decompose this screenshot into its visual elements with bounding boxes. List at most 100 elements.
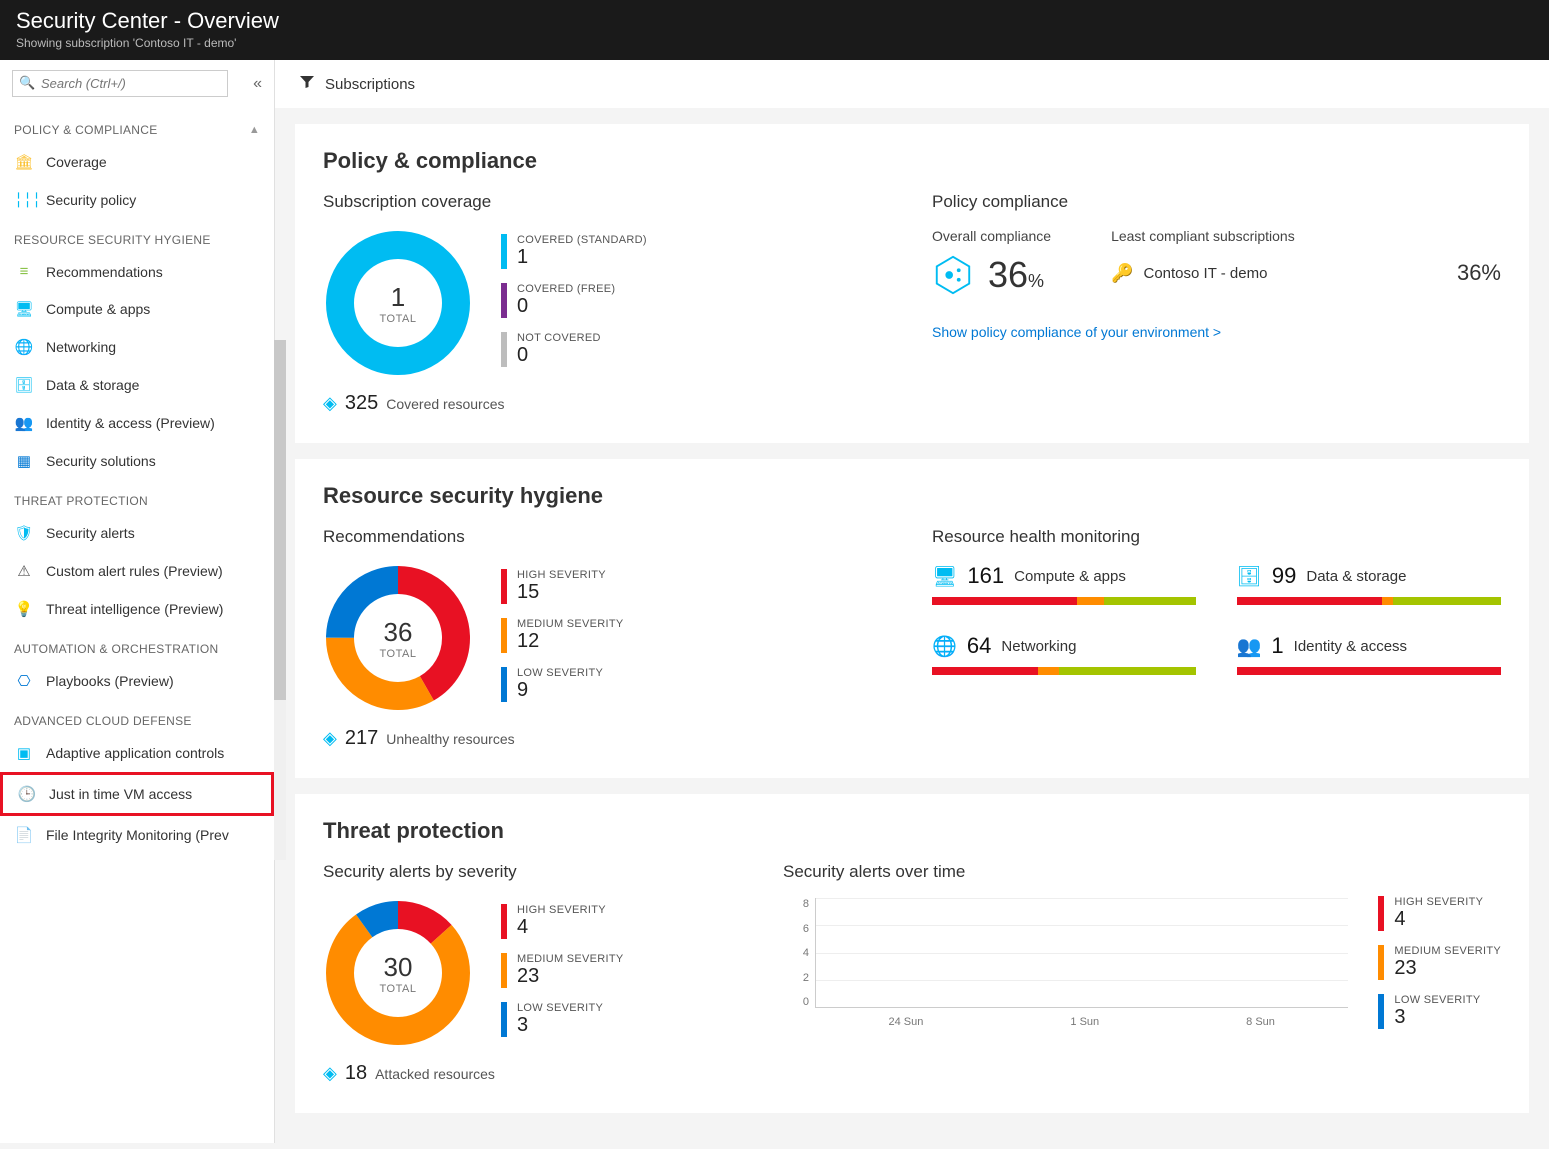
sidebar-item-label: Security policy — [46, 192, 136, 208]
subscriptions-bar[interactable]: Subscriptions — [275, 60, 1549, 108]
sidebar-item-coverage[interactable]: 🏛 Coverage — [0, 143, 274, 181]
search-input[interactable] — [12, 70, 228, 97]
resource-icon: 🗄 — [1237, 564, 1262, 589]
sidebar-item-label: Identity & access (Preview) — [46, 415, 215, 431]
network-icon: 🌐 — [14, 338, 34, 356]
compliance-link[interactable]: Show policy compliance of your environme… — [932, 324, 1221, 340]
coverage-donut[interactable]: 1 TOTAL — [323, 228, 473, 378]
resource-icon: 👥 — [1237, 634, 1262, 659]
nav-section-header[interactable]: ADVANCED CLOUD DEFENSE — [0, 700, 274, 734]
search-icon: 🔍 — [19, 75, 35, 91]
sidebar-scrollbar[interactable] — [274, 340, 286, 860]
storage-icon: 🗄 — [14, 376, 34, 394]
sidebar-item-label: Custom alert rules (Preview) — [46, 563, 223, 579]
key-icon: 🔑 — [1111, 263, 1133, 284]
legend-item[interactable]: COVERED (FREE)0 — [501, 283, 647, 318]
sidebar-item-adaptive-application-controls[interactable]: ▣ Adaptive application controls — [0, 734, 274, 772]
legend-item[interactable]: NOT COVERED0 — [501, 332, 647, 367]
clock-icon: 🕒 — [17, 785, 37, 803]
sidebar-item-just-in-time-vm-access[interactable]: 🕒 Just in time VM access — [0, 772, 274, 816]
health-bar — [932, 597, 1197, 605]
sidebar-item-label: Adaptive application controls — [46, 745, 224, 761]
sidebar-item-security-solutions[interactable]: ▦Security solutions — [0, 442, 274, 480]
sidebar: 🔍 « POLICY & COMPLIANCE▲ 🏛 Coverage ╎╎╎ Secu… — [0, 60, 275, 1143]
least-compliant-row[interactable]: 🔑Contoso IT - demo36% — [1111, 254, 1501, 292]
sidebar-item-custom-alert-rules-preview-[interactable]: ⚠ Custom alert rules (Preview) — [0, 552, 274, 590]
sidebar-item-networking[interactable]: 🌐Networking — [0, 328, 274, 366]
sidebar-item-security-policy[interactable]: ╎╎╎ Security policy — [0, 181, 274, 219]
hexagon-icon — [932, 254, 974, 296]
filter-icon — [299, 74, 315, 94]
hygiene-panel: Resource security hygiene Recommendation… — [295, 459, 1529, 778]
recs-donut[interactable]: 36 TOTAL — [323, 563, 473, 713]
health-item[interactable]: 🌐64Networking — [932, 633, 1197, 675]
alerts-donut[interactable]: 30 TOTAL — [323, 898, 473, 1048]
identity-icon: 👥 — [14, 414, 34, 432]
shield-icon: 🛡 — [14, 524, 34, 542]
legend-item[interactable]: MEDIUM SEVERITY23 — [501, 953, 624, 988]
sidebar-item-label: Playbooks (Preview) — [46, 673, 174, 689]
health-item[interactable]: 🖥161Compute & apps — [932, 563, 1197, 605]
legend-item[interactable]: HIGH SEVERITY4 — [501, 904, 624, 939]
cube-icon: ◈ — [323, 1063, 337, 1084]
titlebar: Security Center - Overview Showing subsc… — [0, 0, 1549, 60]
sidebar-item-identity-access-preview-[interactable]: 👥 Identity & access (Preview) — [0, 404, 274, 442]
legend-item[interactable]: MEDIUM SEVERITY23 — [1378, 945, 1501, 980]
sidebar-item-label: Threat intelligence (Preview) — [46, 601, 223, 617]
grid-icon: ▦ — [14, 452, 34, 470]
nav-section-header[interactable]: AUTOMATION & ORCHESTRATION — [0, 628, 274, 662]
health-item[interactable]: 🗄99Data & storage — [1237, 563, 1502, 605]
file-icon: 📄 — [14, 826, 34, 844]
threat-panel: Threat protection Security alerts by sev… — [295, 794, 1529, 1113]
legend-item[interactable]: MEDIUM SEVERITY12 — [501, 618, 624, 653]
sidebar-item-security-alerts[interactable]: 🛡 Security alerts — [0, 514, 274, 552]
sidebar-item-label: Just in time VM access — [49, 786, 192, 802]
list-icon: ≡ — [14, 263, 34, 280]
coverage-title: Subscription coverage — [323, 192, 892, 212]
nav-section-header[interactable]: RESOURCE SECURITY HYGIENE — [0, 219, 274, 253]
main-content: Subscriptions Policy & compliance Subscr… — [275, 60, 1549, 1143]
alert-icon: ⚠ — [14, 562, 34, 580]
bulb-icon: 💡 — [14, 600, 34, 618]
cube-icon: ◈ — [323, 728, 337, 749]
sidebar-item-label: Security alerts — [46, 525, 135, 541]
sidebar-item-file-integrity-monitoring-prev[interactable]: 📄File Integrity Monitoring (Prev — [0, 816, 274, 854]
collapse-sidebar-icon[interactable]: « — [253, 75, 262, 93]
legend-item[interactable]: LOW SEVERITY3 — [501, 1002, 624, 1037]
sidebar-item-label: Data & storage — [46, 377, 139, 393]
compliance-title: Policy compliance — [932, 192, 1501, 212]
page-title: Security Center - Overview — [16, 8, 1533, 34]
panel-title: Threat protection — [323, 818, 1501, 844]
panel-title: Resource security hygiene — [323, 483, 1501, 509]
health-bar — [1237, 597, 1502, 605]
legend-item[interactable]: COVERED (STANDARD)1 — [501, 234, 647, 269]
health-bar — [932, 667, 1197, 675]
alerts-over-time-chart[interactable]: 86420 24 Sun1 Sun8 Sun — [783, 898, 1348, 1028]
coverage-icon: 🏛 — [14, 153, 34, 171]
sidebar-item-compute-apps[interactable]: 🖥Compute & apps — [0, 290, 274, 328]
adaptive-icon: ▣ — [14, 744, 34, 762]
sidebar-item-playbooks-preview-[interactable]: ⎔ Playbooks (Preview) — [0, 662, 274, 700]
playbook-icon: ⎔ — [14, 672, 34, 690]
legend-item[interactable]: HIGH SEVERITY15 — [501, 569, 624, 604]
health-item[interactable]: 👥1Identity & access — [1237, 633, 1502, 675]
legend-item[interactable]: LOW SEVERITY3 — [1378, 994, 1501, 1029]
chevron-up-icon: ▲ — [249, 124, 260, 136]
legend-item[interactable]: HIGH SEVERITY4 — [1378, 896, 1501, 931]
nav-section-header[interactable]: THREAT PROTECTION — [0, 480, 274, 514]
sidebar-item-label: Compute & apps — [46, 301, 150, 317]
subscriptions-label: Subscriptions — [325, 76, 415, 93]
sidebar-item-label: Recommendations — [46, 264, 163, 280]
panel-title: Policy & compliance — [323, 148, 1501, 174]
sidebar-item-threat-intelligence-preview-[interactable]: 💡 Threat intelligence (Preview) — [0, 590, 274, 628]
page-subtitle: Showing subscription 'Contoso IT - demo' — [16, 36, 1533, 50]
resource-icon: 🖥 — [932, 564, 957, 589]
legend-item[interactable]: LOW SEVERITY9 — [501, 667, 624, 702]
cube-icon: ◈ — [323, 393, 337, 414]
sidebar-item-label: Coverage — [46, 154, 107, 170]
sidebar-item-recommendations[interactable]: ≡ Recommendations — [0, 253, 274, 290]
nav-section-header[interactable]: POLICY & COMPLIANCE▲ — [0, 109, 274, 143]
policy-icon: ╎╎╎ — [14, 191, 34, 209]
sidebar-item-data-storage[interactable]: 🗄 Data & storage — [0, 366, 274, 404]
health-bar — [1237, 667, 1502, 675]
